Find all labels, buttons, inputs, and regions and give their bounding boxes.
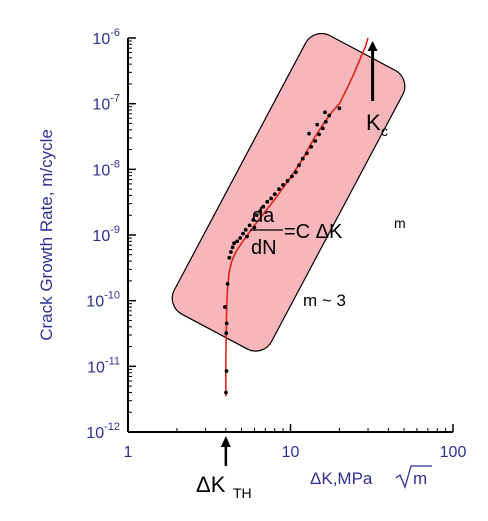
- data-point: [227, 255, 232, 260]
- y-tick-label: 10-12: [86, 421, 120, 442]
- data-point: [223, 305, 227, 309]
- data-point: [232, 241, 237, 246]
- data-point: [224, 369, 229, 373]
- kth-arrow-head: [220, 436, 231, 447]
- x-tick-label: 100: [440, 444, 467, 461]
- data-point: [290, 174, 294, 179]
- y-tick-label: 10-9: [92, 224, 120, 245]
- paris-region-box: [171, 32, 406, 352]
- fit-curve: [225, 37, 369, 397]
- data-point: [315, 122, 320, 127]
- kth-subscript: TH: [233, 485, 252, 501]
- equation-numerator: da: [252, 205, 275, 227]
- data-point: [277, 187, 281, 192]
- data-point: [225, 282, 230, 286]
- y-tick-label: 10-8: [92, 158, 120, 179]
- data-point: [252, 225, 257, 230]
- x-tick-label: 10: [282, 444, 300, 461]
- data-point: [317, 132, 321, 137]
- y-tick-label: 10-10: [86, 290, 120, 311]
- data-point: [309, 144, 314, 149]
- equation-denominator: dN: [251, 237, 277, 259]
- kth-label: ΔK: [196, 472, 226, 497]
- data-point: [300, 156, 305, 161]
- data-point: [254, 213, 259, 218]
- data-point: [323, 110, 327, 115]
- data-point: [272, 192, 277, 197]
- data-point: [245, 234, 249, 239]
- data-point: [224, 331, 229, 336]
- data-point: [258, 209, 262, 214]
- x-axis-title-root: m: [413, 469, 427, 488]
- kc-arrow-head: [367, 41, 378, 52]
- data-point: [235, 239, 240, 244]
- y-tick-label: 10-6: [92, 27, 120, 48]
- y-axis-title: Crack Growth Rate, m/cycle: [37, 129, 56, 341]
- data-point: [261, 204, 266, 209]
- kc-subscript: c: [381, 123, 388, 139]
- data-point: [224, 390, 228, 395]
- x-axis-title-main: ΔK,MPa: [310, 469, 373, 488]
- data-point: [297, 163, 301, 168]
- data-point: [327, 113, 332, 118]
- data-point: [229, 250, 233, 254]
- data-point: [265, 199, 270, 204]
- sqrt-symbol: [395, 465, 432, 489]
- equation-rhs: =C ΔK: [284, 221, 343, 243]
- equation-exponent: m: [394, 215, 406, 231]
- data-point: [304, 151, 309, 156]
- data-point: [241, 231, 245, 236]
- data-point: [230, 245, 235, 250]
- data-point: [269, 196, 273, 201]
- plot-layer: [171, 32, 406, 466]
- data-point: [285, 178, 290, 183]
- data-point: [243, 227, 248, 232]
- kc-label: K: [366, 110, 381, 135]
- data-point: [323, 119, 328, 124]
- data-point: [247, 223, 252, 228]
- data-point: [251, 218, 256, 222]
- ticks-layer: 10-6 10-7 10-8 10-9 10-10 10-11 10-121 10 100: [86, 27, 466, 461]
- data-point: [313, 139, 318, 143]
- data-point: [337, 106, 342, 111]
- x-tick-label: 1: [124, 444, 133, 461]
- y-tick-label: 10-11: [87, 355, 120, 376]
- slope-label: m ~ 3: [303, 291, 346, 310]
- data-point: [224, 321, 229, 326]
- data-point: [320, 126, 325, 131]
- data-point: [307, 131, 311, 136]
- x-axis-title: ΔK,MPa: [310, 469, 373, 488]
- data-point: [281, 183, 285, 187]
- data-point: [294, 170, 298, 175]
- y-tick-label: 10-7: [92, 93, 120, 114]
- data-point: [238, 236, 243, 240]
